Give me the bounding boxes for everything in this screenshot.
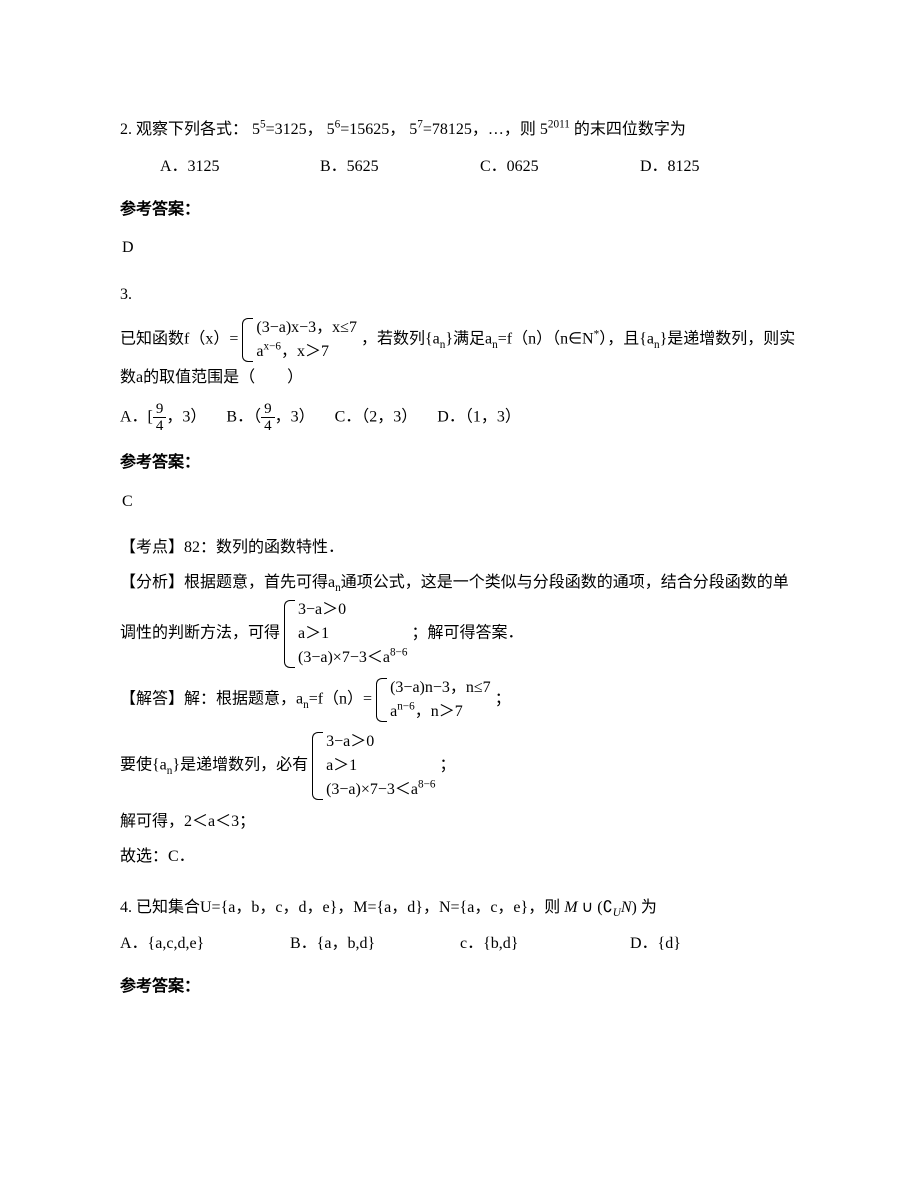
q3-jie: 解可得，2＜a＜3； [120, 808, 800, 837]
q3-sys1: 3−a＞0 a＞1 (3−a)×7−3＜a8−6 [284, 598, 407, 670]
q4-stem: 4. 已知集合U={a，b，c，d，e}，M={a，d}，N={a，c，e}，则… [120, 894, 800, 923]
q2-p4b: 5 [540, 121, 548, 138]
q3-piece1: (3−a)x−3，x≤7 [256, 316, 357, 340]
q4-expr: M ∪ (∁UN) [564, 894, 637, 923]
q3-fracB-num: 9 [261, 401, 275, 419]
q3-answer: C [122, 488, 800, 517]
q3-optB-pre: B．（ [226, 408, 261, 425]
q4-expr-m: M [564, 899, 577, 916]
q3-jieda: 【解答】解：根据题意，an=f（n）= (3−a)n−3，n≤7 an−6，n＞… [120, 676, 800, 724]
q3-piece2exp: x−6 [263, 341, 281, 353]
q3-fracB: 94 [261, 401, 275, 435]
q2-prefix: 2. 观察下列各式： [120, 121, 248, 138]
q2-optB: B．5625 [320, 153, 480, 182]
q4-answer-label: 参考答案： [120, 973, 800, 1002]
q3-stem: 已知函数f（x）= (3−a)x−3，x≤7 ax−6，x＞7 ，若数列{an}… [120, 316, 800, 393]
q3-piecewise: (3−a)x−3，x≤7 ax−6，x＞7 [242, 316, 357, 364]
q3-num: 3. [120, 281, 800, 310]
q3-zz-b: }是递增数列，必有 [172, 757, 308, 774]
q3-gx: 故选：C． [120, 843, 800, 872]
q3-fracA-den: 4 [153, 418, 167, 435]
q3-mid4: ），且{a [599, 331, 654, 348]
q4-suffix: 为 [641, 899, 657, 916]
q3-sys3exp: 8−6 [390, 647, 408, 659]
q3-optA-pre: A．[ [120, 408, 153, 425]
q2-p3eq: =78125，…，则 [423, 121, 536, 138]
q3-sys1-r2: a＞1 [298, 622, 407, 646]
q3-fracB-den: 4 [261, 418, 275, 435]
q2-p2eq: =15625， [340, 121, 405, 138]
q3-jp2exp: n−6 [397, 701, 415, 713]
q3-options: A．[94，3） B．（94，3） C．（2，3） D．（1，3） [120, 401, 800, 435]
q3-mid3: =f（n）（n∈N [498, 331, 594, 348]
q3-sys1-r3: (3−a)×7−3＜a8−6 [298, 646, 407, 670]
q3-optD: D．（1，3） [437, 408, 521, 425]
q3-optC: C．（2，3） [335, 408, 418, 425]
q4-expr-csub: U [613, 907, 621, 919]
q4-optC: c．{b,d} [460, 930, 630, 959]
q2-optA: A．3125 [160, 153, 320, 182]
q3-fx-c: ；解可得答案． [411, 625, 523, 642]
q3-fx-a: 【分析】根据题意，首先可得a [120, 574, 335, 591]
q3-jd-b: =f（n）= [309, 691, 372, 708]
q2-answer: D [122, 234, 800, 263]
q3-fenxi: 【分析】根据题意，首先可得an通项公式，这是一个类似与分段函数的通项，结合分段函… [120, 569, 800, 670]
q3-sys3a: (3−a)×7−3＜a [298, 649, 390, 666]
q3-fracA-num: 9 [153, 401, 167, 419]
q2-p1b: 5 [252, 121, 260, 138]
q4-optB: B．{a，b,d} [290, 930, 460, 959]
q3-fracA: 94 [153, 401, 167, 435]
q4-optD: D．{d} [630, 930, 800, 959]
q3-jp1: (3−a)n−3，n≤7 [390, 676, 491, 700]
q3-optB-post: ，3） [275, 408, 315, 425]
q3-sys2-3a: (3−a)×7−3＜a [326, 781, 418, 798]
q3-sys1-r1: 3−a＞0 [298, 598, 407, 622]
q3-prefix: 已知函数f（x）= [120, 331, 238, 348]
q3-jd-a: 【解答】解：根据题意，a [120, 691, 303, 708]
q3-optA-post: ，3） [166, 408, 206, 425]
q3-jp2: an−6，n＞7 [390, 700, 491, 724]
q2-options: A．3125 B．5625 C．0625 D．8125 [160, 153, 800, 182]
q3-sys2: 3−a＞0 a＞1 (3−a)×7−3＜a8−6 [312, 730, 435, 802]
q2-p2b: 5 [327, 121, 335, 138]
q3-piecewise2: (3−a)n−3，n≤7 an−6，n＞7 [376, 676, 491, 724]
q3-sys2-r1: 3−a＞0 [326, 730, 435, 754]
q3-mid2: }满足a [445, 331, 492, 348]
q2-optC: C．0625 [480, 153, 640, 182]
q2-p1eq: =3125， [266, 121, 323, 138]
q3-answer-label: 参考答案： [120, 449, 800, 478]
q4-expr-c: ∁ [603, 899, 613, 916]
q3-piece2b: ，x＞7 [281, 343, 329, 360]
q4-options: A．{a,c,d,e} B．{a，b,d} c．{b,d} D．{d} [120, 930, 800, 959]
q4-expr-cup: ∪ [582, 899, 594, 916]
q3-sys2-r2: a＞1 [326, 754, 435, 778]
q3-piece2: ax−6，x＞7 [256, 340, 357, 364]
q3-zz: 要使{an}是递增数列，必有 3−a＞0 a＞1 (3−a)×7−3＜a8−6 … [120, 730, 800, 802]
q2-p4e: 2011 [548, 119, 570, 131]
q3-jd-c: ； [495, 691, 511, 708]
q4-text: 4. 已知集合U={a，b，c，d，e}，M={a，d}，N={a，c，e}，则 [120, 899, 560, 916]
q4-expr-pr: ) [632, 899, 637, 916]
q3-mid1: ，若数列{a [361, 331, 440, 348]
q3-zz-c: ； [440, 757, 456, 774]
q2-suffix: 的末四位数字为 [574, 121, 686, 138]
q2-answer-label: 参考答案： [120, 196, 800, 225]
q2-optD: D．8125 [640, 153, 800, 182]
q3-sys2-3exp: 8−6 [418, 779, 436, 791]
q3-jp2b: ，n＞7 [415, 703, 463, 720]
q3-zz-a: 要使{a [120, 757, 167, 774]
q3-kaodian: 【考点】82：数列的函数特性． [120, 534, 800, 563]
q3-sys2-r3: (3−a)×7−3＜a8−6 [326, 778, 435, 802]
q4-optA: A．{a,c,d,e} [120, 930, 290, 959]
q4-expr-n: N [621, 899, 632, 916]
q2-stem: 2. 观察下列各式： 55=3125， 56=15625， 57=78125，…… [120, 116, 800, 145]
